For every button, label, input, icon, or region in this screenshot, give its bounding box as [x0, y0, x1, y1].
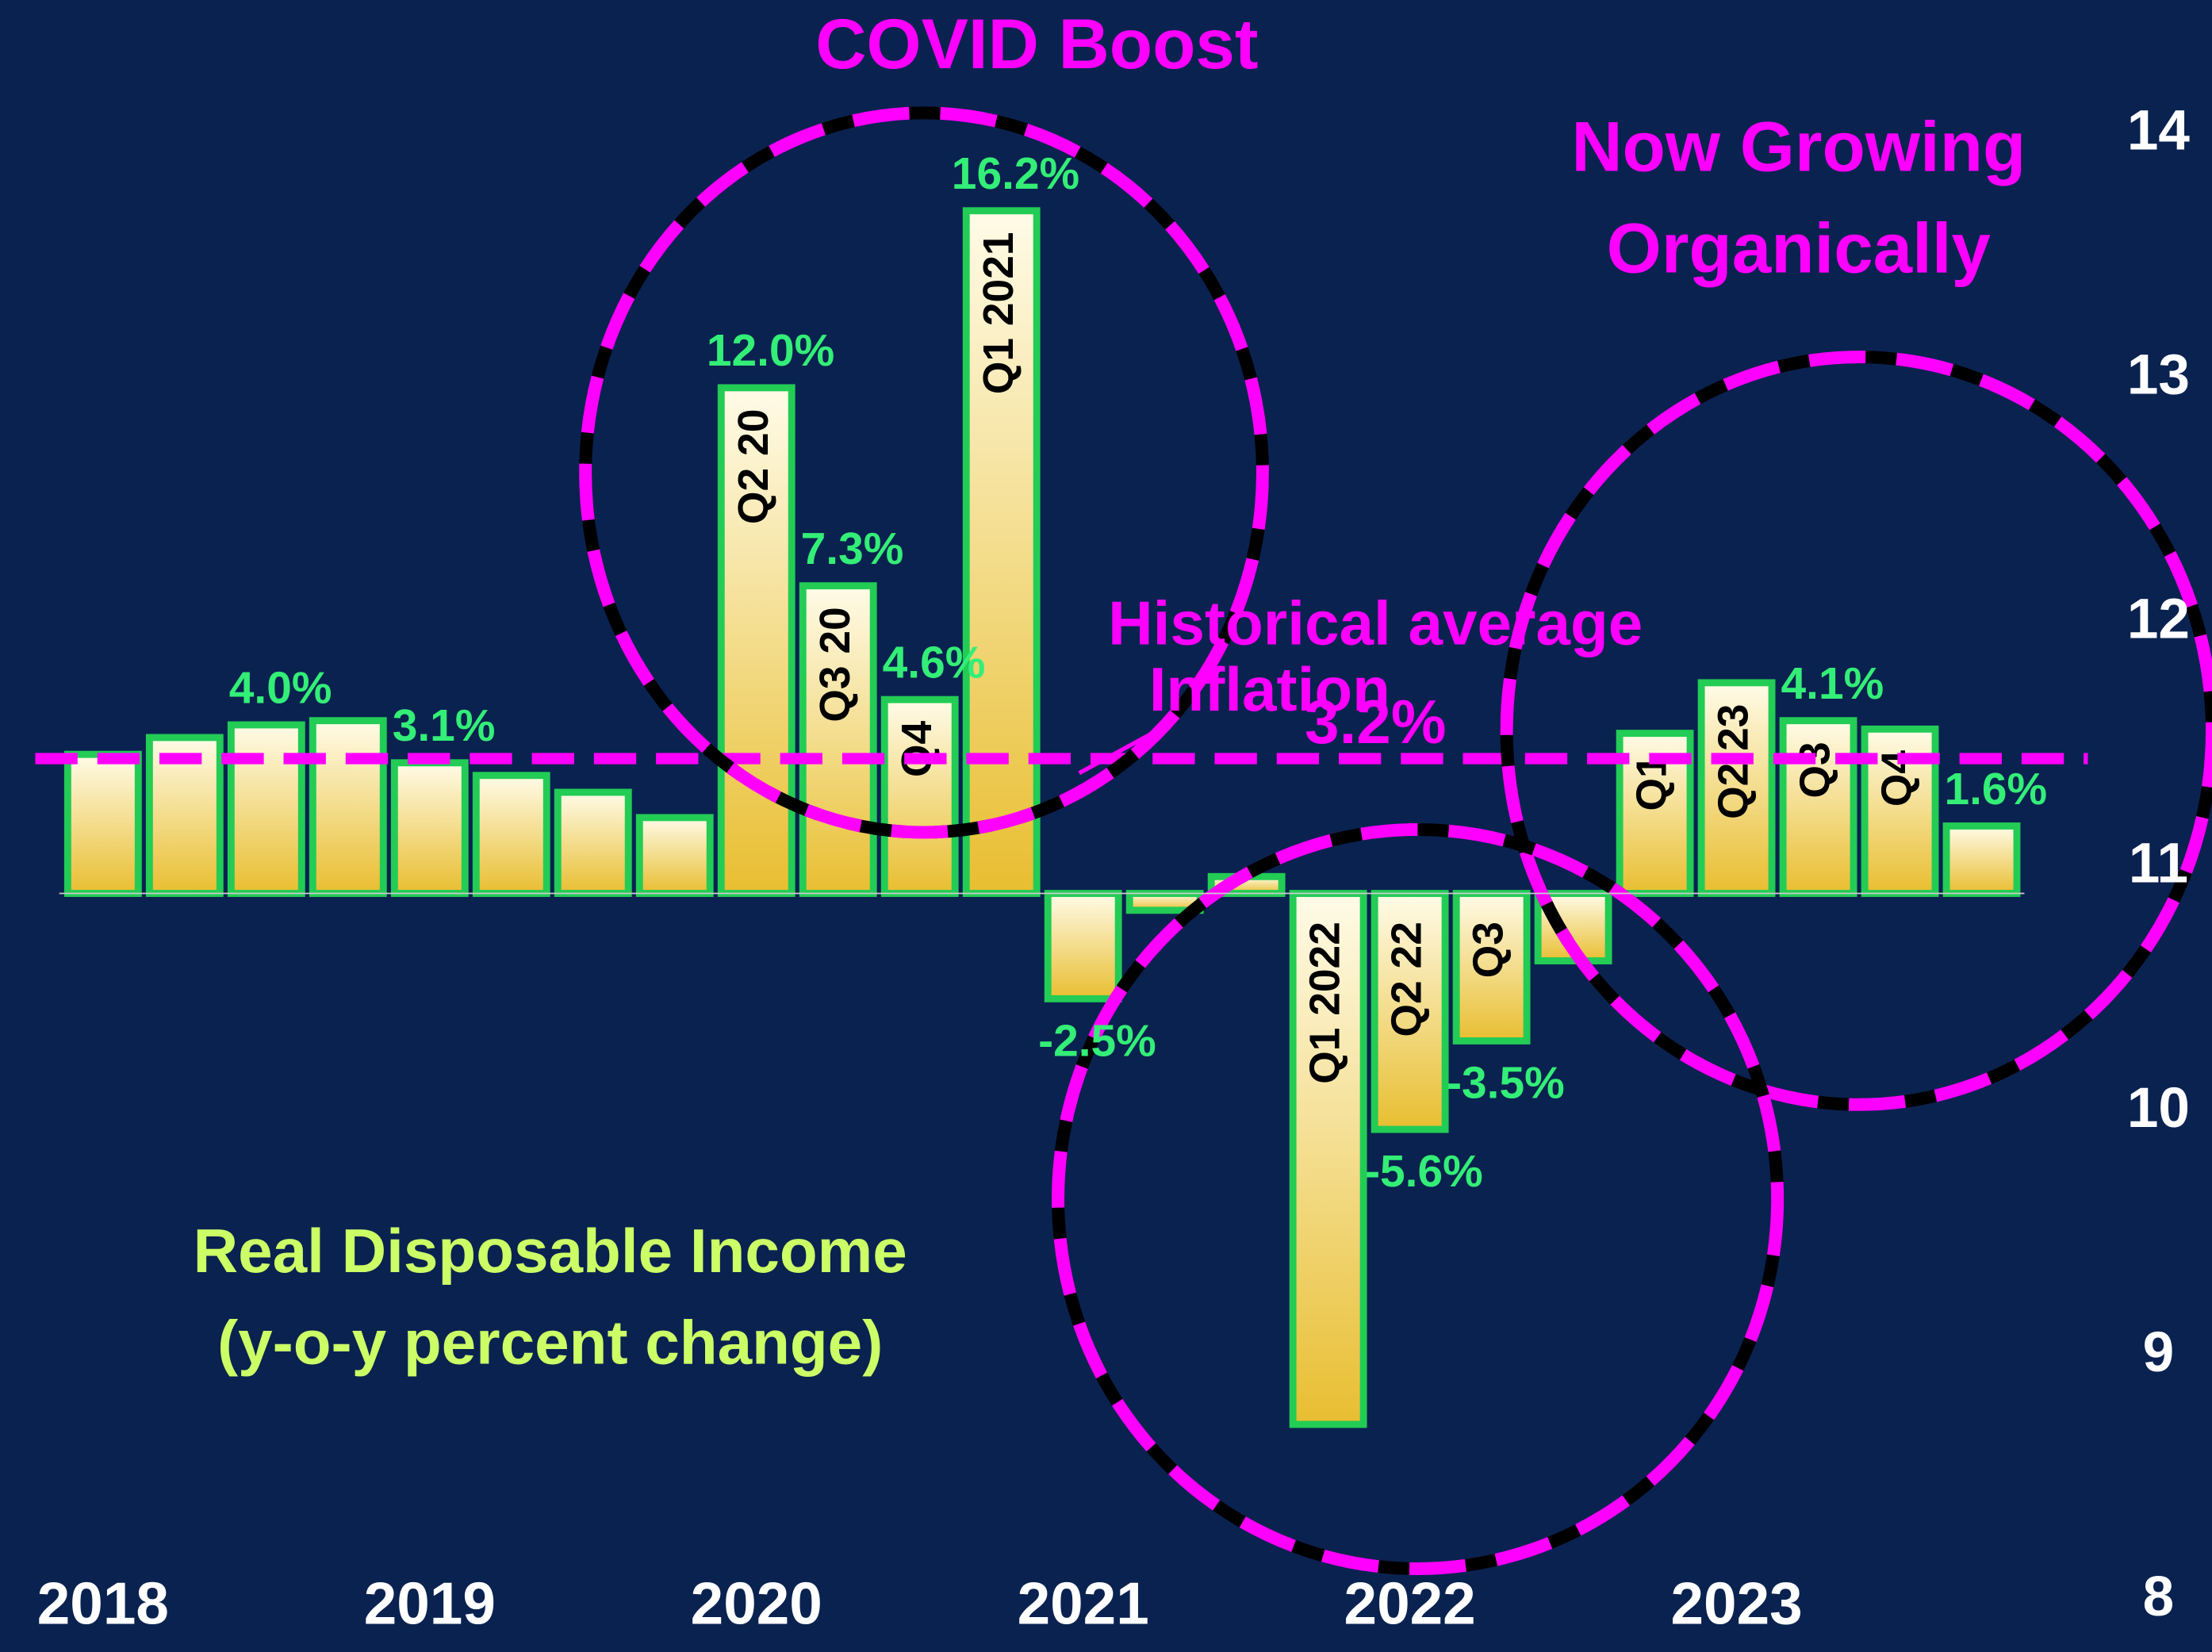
bar-label: Q1 2021 — [976, 232, 1022, 394]
bar — [390, 759, 469, 897]
x-tick-label: 2021 — [1018, 1570, 1149, 1637]
bar-label: Q1 2022 — [1302, 922, 1349, 1084]
data-label: -2.5% — [1038, 1015, 1156, 1066]
x-tick-label: 2022 — [1344, 1570, 1476, 1637]
bar — [1044, 890, 1122, 1002]
x-tick-label: 2023 — [1671, 1570, 1803, 1637]
bar-label: Q2 20 — [730, 409, 777, 524]
data-label: 1.6% — [1944, 764, 2047, 815]
bar — [635, 814, 714, 897]
annotation-arrow — [1078, 729, 1158, 776]
bar — [799, 582, 877, 897]
data-label: 16.2% — [952, 148, 1079, 199]
bar — [309, 717, 387, 897]
bar — [717, 384, 795, 897]
bar-label: Q4 — [894, 720, 941, 777]
bar — [472, 772, 550, 897]
y2-tick-label: 12 — [2127, 588, 2190, 651]
annotation: Historical average — [1108, 588, 1643, 657]
bar-label: Q3 — [1792, 742, 1839, 798]
chart-title: Real Disposable Income — [194, 1216, 907, 1286]
bar — [63, 750, 142, 897]
y2-tick-label: 9 — [2143, 1321, 2175, 1384]
x-tick-label: 2020 — [691, 1570, 822, 1637]
bar — [227, 721, 305, 897]
data-label: 4.6% — [883, 637, 986, 688]
y2-tick-label: 11 — [2129, 833, 2188, 895]
data-label: 3.1% — [393, 700, 496, 751]
bar — [1289, 890, 1367, 1428]
y2-tick-label: 8 — [2143, 1566, 2175, 1628]
bar-label: Q3 20 — [812, 607, 859, 722]
bar-label: Q3 — [1466, 922, 1512, 978]
annotation: COVID Boost — [815, 4, 1258, 83]
data-label: 7.3% — [801, 523, 904, 574]
data-label: -3.5% — [1447, 1057, 1565, 1108]
x-tick-label: 2018 — [37, 1570, 169, 1637]
data-label: 4.0% — [229, 662, 332, 713]
annotation: Organically — [1607, 209, 1991, 288]
annotation: Now Growing — [1571, 107, 2026, 186]
data-label: 4.1% — [1781, 658, 1884, 709]
bar — [554, 788, 632, 897]
bar — [1779, 717, 1857, 897]
bar — [1942, 822, 2021, 897]
y2-tick-label: 14 — [2127, 99, 2191, 162]
data-label: -5.6% — [1365, 1146, 1483, 1197]
y2-tick-label: 13 — [2127, 343, 2190, 406]
data-label: 12.0% — [707, 325, 834, 376]
highlight-circles — [579, 106, 2212, 1575]
reference-label: 3.2% — [1305, 687, 1446, 757]
x-tick-label: 2019 — [364, 1570, 496, 1637]
chart-subtitle: (y-o-y percent change) — [217, 1307, 883, 1377]
y2-tick-label: 10 — [2127, 1077, 2190, 1140]
annotation: Inflation — [1149, 654, 1390, 724]
bar-label: Q2 22 — [1384, 922, 1431, 1037]
